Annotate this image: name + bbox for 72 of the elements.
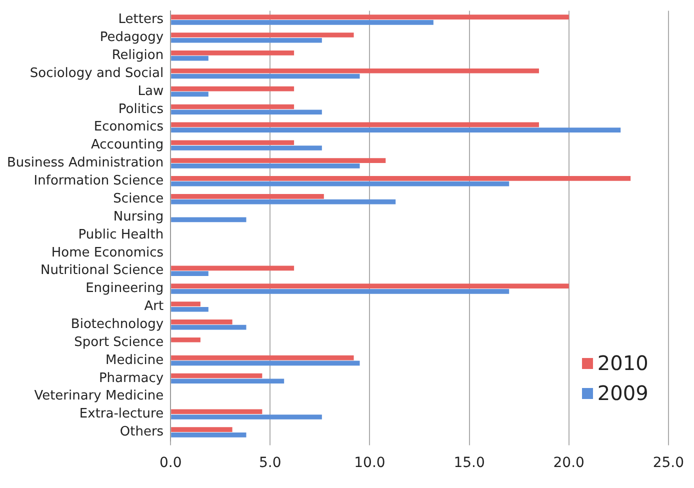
bar [171,360,360,366]
bar [171,146,322,150]
bar [171,306,208,312]
y-tick-label: Others [120,424,164,440]
bar [171,74,360,79]
legend-label: 2009 [597,381,648,406]
bar [171,302,200,306]
bar [171,199,396,204]
x-tick-label: 5.0 [259,455,282,472]
bar [171,337,200,342]
y-tick-label: Politics [118,102,164,117]
y-tick-label: Letters [118,12,164,28]
bar [171,20,434,25]
bar [171,414,322,420]
bar [171,68,539,74]
y-tick-label: Art [144,299,164,314]
bar [171,289,510,294]
y-tick-label: Science [113,191,164,206]
y-tick-label: Pharmacy [98,370,164,386]
bar [171,86,294,92]
y-tick-label: Medicine [106,352,164,368]
y-tick-label: Law [138,84,164,99]
y-tick-label: Home Economics [51,245,164,260]
bar [171,110,322,115]
bar [171,32,354,38]
bar [171,56,208,61]
y-tick-label: Engineering [86,281,164,296]
bar [171,140,294,146]
y-tick-label: Sociology and Social [30,66,164,81]
bar [171,217,246,222]
bar [171,50,294,56]
bar [171,324,246,330]
bar [171,266,294,271]
bar [171,373,262,378]
bar [171,284,569,288]
bar [171,355,354,360]
x-tick-label: 15.0 [454,455,485,472]
bar [171,38,322,43]
bar [171,176,631,181]
legend-label: 2010 [597,351,648,376]
y-tick-label: Extra-lecture [79,406,164,422]
x-tick-label: 25.0 [652,455,684,472]
bar [171,409,262,414]
bar [171,92,208,97]
bar [171,14,569,20]
bar [171,104,294,110]
bar [171,427,232,432]
bar [171,128,621,132]
bar [171,158,386,163]
y-tick-label: Economics [94,120,164,135]
bar [171,164,360,168]
y-tick-label: Information Science [34,174,164,189]
y-tick-label: Business Administration [6,156,164,171]
y-tick-label: Veterinary Medicine [34,388,164,404]
bar [171,271,208,276]
y-tick-label: Nutritional Science [40,263,164,278]
y-tick-label: Accounting [90,138,164,153]
bar [171,378,284,384]
y-tick-label: Sport Science [74,334,164,350]
x-tick-label: 10.0 [354,455,386,472]
y-tick-label: Public Health [78,227,164,242]
bar [171,432,246,438]
y-tick-label: Religion [112,48,164,64]
x-tick-label: 0.0 [159,455,182,472]
bar [171,194,324,199]
y-tick-label: Pedagogy [100,30,164,46]
bar [171,181,510,186]
x-tick-label: 20.0 [553,455,584,472]
y-tick-label: Nursing [113,209,164,224]
bar [171,320,232,324]
bar [171,122,539,128]
y-tick-label: Biotechnology [70,317,164,332]
